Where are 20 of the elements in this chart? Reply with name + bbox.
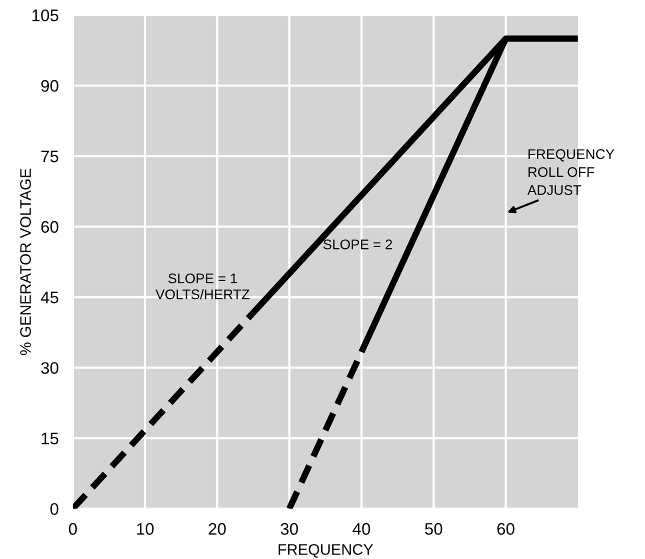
x-tick-label: 30 — [280, 523, 298, 535]
x-tick-label: 20 — [208, 523, 226, 535]
y-tick-label: 0 — [50, 503, 58, 515]
y-tick-label: 30 — [41, 362, 58, 374]
annotation: SLOPE = 2 — [323, 239, 392, 250]
y-tick-label: 90 — [41, 80, 58, 92]
annotation: SLOPE = 1 VOLTS/HERTZ — [156, 273, 250, 300]
x-tick-label: 40 — [352, 523, 370, 535]
x-tick-label: 0 — [68, 523, 77, 535]
annotation: FREQUENCY ROLL OFF ADJUST — [527, 149, 614, 195]
x-axis-title: FREQUENCY — [278, 544, 374, 558]
y-axis-title: % GENERATOR VOLTAGE — [20, 168, 31, 356]
x-tick-label: 50 — [425, 523, 442, 535]
y-tick-label: 75 — [41, 150, 58, 162]
x-tick-label: 60 — [497, 523, 514, 535]
y-tick-label: 60 — [41, 221, 58, 233]
x-tick-label: 10 — [137, 523, 154, 535]
y-tick-label: 15 — [42, 432, 58, 444]
y-tick-label: 105 — [32, 9, 58, 22]
y-tick-label: 45 — [40, 292, 58, 304]
